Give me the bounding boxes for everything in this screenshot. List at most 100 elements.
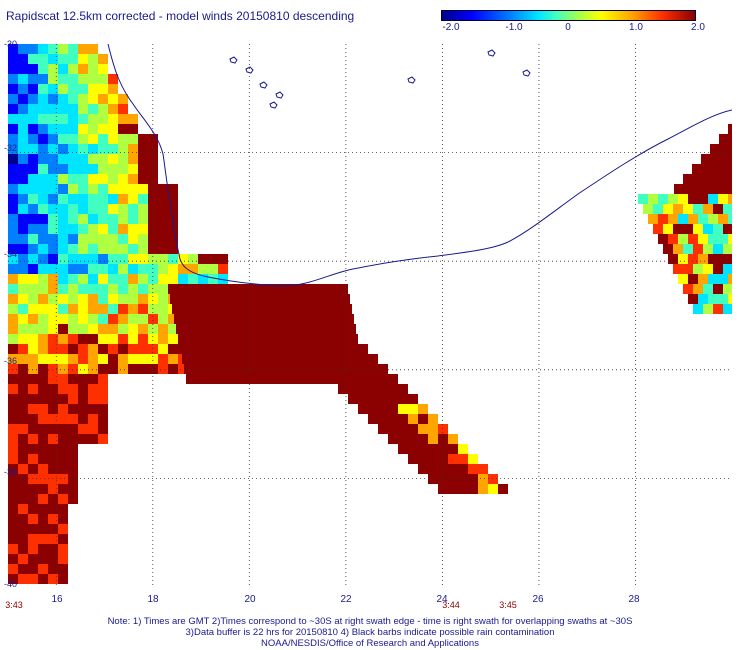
swath-cell [48, 304, 58, 314]
swath-cell [78, 264, 88, 274]
lat-label: -40 [4, 579, 18, 589]
swath-cell [8, 64, 18, 74]
swath-cell [378, 364, 388, 374]
swath-cell [8, 154, 18, 164]
swath-cell [108, 214, 118, 224]
swath-cell [128, 344, 138, 354]
swath-cell [266, 374, 276, 384]
swath-cell [108, 364, 118, 374]
swath-cell [38, 284, 48, 294]
swath-cell [408, 454, 418, 464]
swath-cell [38, 264, 48, 274]
swath-cell [678, 194, 688, 204]
swath-cell [683, 224, 693, 234]
swath-cell [448, 474, 458, 484]
swath-cell [648, 194, 658, 204]
swath-cell [314, 314, 324, 324]
swath-cell [258, 284, 268, 294]
swath-cell [38, 54, 48, 64]
swath-cell [38, 134, 48, 144]
swath-cell [28, 164, 38, 174]
swath-cell [48, 194, 58, 204]
swath-cell [68, 254, 78, 264]
swath-cell [88, 154, 98, 164]
swath-cell [200, 294, 210, 304]
swath-cell [58, 124, 68, 134]
swath-cell [286, 374, 296, 384]
swath-cell [180, 294, 190, 304]
swath-cell [288, 324, 298, 334]
swath-cell [138, 274, 148, 284]
swath-cell [158, 194, 168, 204]
swath-cell [108, 334, 118, 344]
swath-cell [78, 274, 88, 284]
swath-cell [668, 194, 678, 204]
swath-cell [18, 514, 28, 524]
swath-cell [108, 234, 118, 244]
swath-cell [673, 264, 683, 274]
swath-cell [88, 84, 98, 94]
swath-cell [28, 394, 38, 404]
swath-cell [138, 164, 148, 174]
swath-cell [68, 64, 78, 74]
swath-cell [88, 204, 98, 214]
swath-cell [8, 424, 18, 434]
swath-cell [98, 384, 108, 394]
swath-cell [18, 94, 28, 104]
swath-cell [698, 234, 708, 244]
swath-cell [8, 314, 18, 324]
swath-cell [158, 264, 168, 274]
swath-cell [138, 334, 148, 344]
swath-cell [358, 364, 368, 374]
swath-cell [158, 344, 168, 354]
swath-cell [172, 304, 182, 314]
swath-cell [78, 144, 88, 154]
swath-cell [28, 564, 38, 574]
swath-cell [98, 164, 108, 174]
swath-cell [722, 164, 732, 174]
swath-cell [288, 334, 298, 344]
swath-cell [8, 214, 18, 224]
island-outline [229, 56, 238, 64]
swath-cell [438, 424, 448, 434]
swath-cell [198, 284, 208, 294]
swath-cell [58, 364, 68, 374]
swath-cell [478, 484, 488, 494]
swath-cell [28, 334, 38, 344]
swath-cell [723, 244, 732, 254]
swath-cell [98, 264, 108, 274]
swath-cell [168, 364, 178, 374]
swath-cell [168, 224, 178, 234]
swath-cell [208, 264, 218, 274]
swath-cell [128, 164, 138, 174]
swath-cell [302, 354, 312, 364]
swath-cell [168, 184, 178, 194]
swath-cell [214, 364, 224, 374]
swath-cell [368, 384, 378, 394]
swath-cell [108, 254, 118, 264]
swath-cell [68, 174, 78, 184]
swath-cell [88, 254, 98, 264]
swath-cell [58, 464, 68, 474]
swath-cell [18, 354, 28, 364]
swath-cell [118, 134, 128, 144]
swath-cell [58, 494, 68, 504]
swath-cell [68, 184, 78, 194]
swath-cell [674, 184, 684, 194]
swath-cell [18, 304, 28, 314]
swath-cell [58, 294, 68, 304]
swath-cell [728, 294, 732, 304]
swath-cell [98, 434, 108, 444]
swath-cell [78, 364, 88, 374]
swath-cell [230, 294, 240, 304]
swath-cell [308, 324, 318, 334]
swath-cell [703, 304, 713, 314]
swath-cell [148, 314, 158, 324]
swath-cell [18, 274, 28, 284]
swath-cell [28, 284, 38, 294]
swath-cell [308, 284, 318, 294]
swath-cell [48, 524, 58, 534]
swath-cell [256, 324, 266, 334]
swath-cell [48, 134, 58, 144]
swath-cell [214, 314, 224, 324]
